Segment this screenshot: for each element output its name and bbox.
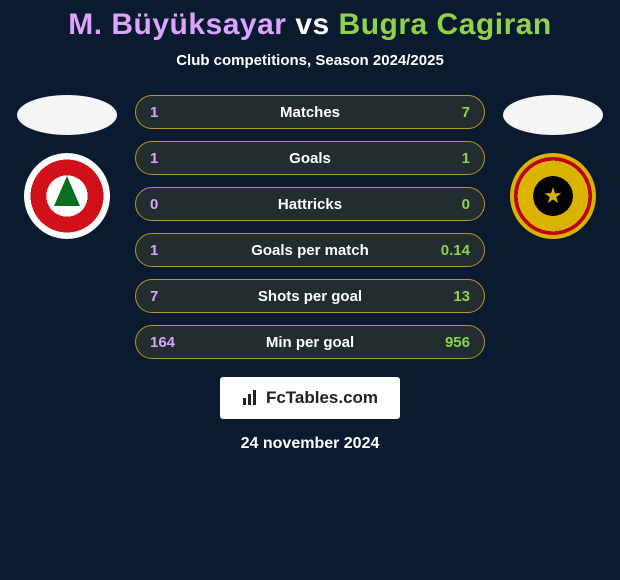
player2-name: Bugra Cagiran [339,8,552,41]
stat-right-value: 1 [430,150,470,167]
stat-left-value: 164 [150,334,190,351]
vs-label: vs [295,8,329,41]
page-title: M. Büyüksayar vs Bugra Cagiran [68,8,552,42]
fctables-link[interactable]: FcTables.com [220,377,400,419]
player1-avatar [17,95,117,135]
stats-list: 1Matches71Goals10Hattricks01Goals per ma… [135,95,485,359]
umraniyespor-badge [24,153,110,239]
player2-avatar [503,95,603,135]
subtitle: Club competitions, Season 2024/2025 [176,52,444,69]
stat-right-value: 0.14 [430,242,470,259]
stat-right-value: 956 [430,334,470,351]
stat-left-value: 7 [150,288,190,305]
stat-row: 0Hattricks0 [135,187,485,221]
date-label: 24 november 2024 [241,435,380,453]
main-area: 1Matches71Goals10Hattricks01Goals per ma… [0,95,620,359]
stat-row: 1Goals1 [135,141,485,175]
stat-right-value: 13 [430,288,470,305]
stat-label: Matches [190,104,430,121]
right-column: ★ [503,95,603,239]
stat-left-value: 1 [150,150,190,167]
genclerbirligi-badge: ★ [510,153,596,239]
star-icon: ★ [543,185,563,207]
tree-icon [54,176,80,206]
player1-name: M. Büyüksayar [68,8,286,41]
stat-label: Hattricks [190,196,430,213]
chart-icon [242,388,260,409]
stat-left-value: 1 [150,104,190,121]
fctables-text: FcTables.com [266,388,378,408]
stat-row: 1Matches7 [135,95,485,129]
stat-label: Goals per match [190,242,430,259]
left-column [17,95,117,239]
stat-left-value: 1 [150,242,190,259]
comparison-card: M. Büyüksayar vs Bugra Cagiran Club comp… [0,0,620,580]
stat-left-value: 0 [150,196,190,213]
stat-right-value: 7 [430,104,470,121]
stat-right-value: 0 [430,196,470,213]
stat-row: 7Shots per goal13 [135,279,485,313]
stat-row: 164Min per goal956 [135,325,485,359]
stat-label: Min per goal [190,334,430,351]
stat-label: Shots per goal [190,288,430,305]
stat-label: Goals [190,150,430,167]
stat-row: 1Goals per match0.14 [135,233,485,267]
